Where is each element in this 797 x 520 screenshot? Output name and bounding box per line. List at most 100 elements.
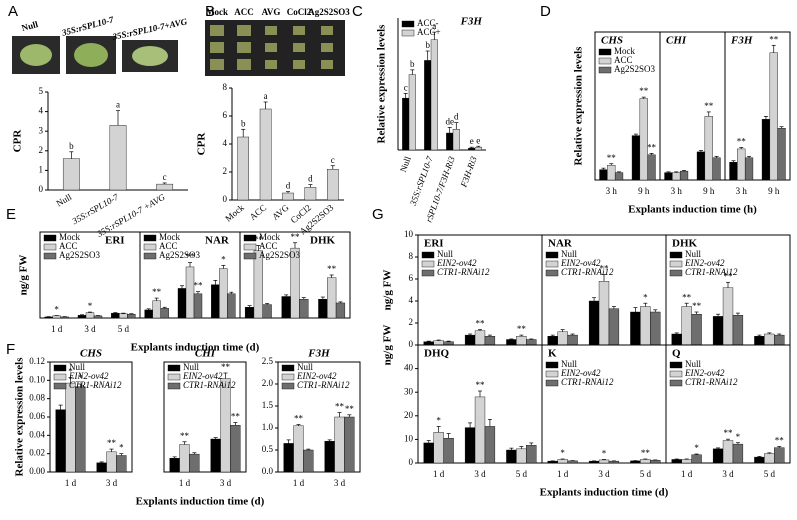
legend-label: ACC- [417, 18, 439, 28]
legend-label: ACC+ [417, 27, 441, 37]
x-tick-label: 3 d [598, 469, 610, 479]
legend-swatch [669, 370, 683, 378]
y-axis-label: CPR [196, 132, 208, 156]
significance-label: ** [476, 380, 486, 390]
y-tick-label: 2.5 [262, 356, 274, 366]
bar [526, 339, 537, 346]
x-tick-label: 3 d [474, 469, 486, 479]
bar [156, 183, 174, 191]
bar [464, 427, 476, 464]
legend-swatch [167, 382, 181, 390]
bar [754, 336, 765, 346]
legend-label: EIN2-ov42 [684, 258, 725, 268]
x-axis-label: Explants induction time (d) [136, 496, 265, 508]
x-tick-label: 3 d [334, 478, 346, 488]
x-tick-label: 1 d [179, 478, 191, 488]
legend-label: Mock [159, 232, 180, 242]
image-label: 35S:rSPL10-7+AVG [111, 16, 189, 42]
bar [732, 315, 744, 346]
significance-label: * [68, 367, 73, 377]
image-label: Null [20, 19, 39, 33]
bar [127, 314, 136, 319]
x-tick-label: 1 d [293, 478, 305, 488]
legend-label: CTR1-RNAi12 [685, 267, 738, 277]
bar [253, 250, 263, 319]
chart-title: F3H [730, 35, 753, 47]
bar [474, 330, 486, 346]
legend-label: EIN2-ov42 [436, 258, 477, 268]
bar [324, 441, 335, 473]
bar [177, 288, 187, 319]
legend-swatch [243, 243, 257, 251]
panel-label: D [540, 3, 551, 20]
legend-label: CTR1-RNAi12 [69, 380, 122, 390]
bar [430, 39, 438, 151]
bar [722, 440, 734, 464]
y-tick-label: 4 [409, 295, 414, 305]
chart-title: K [548, 348, 557, 360]
bar [484, 336, 496, 346]
bar [737, 148, 746, 181]
x-tick-label: AVG [270, 202, 291, 222]
bar [77, 315, 87, 319]
bar [526, 445, 537, 464]
bar [44, 316, 53, 319]
legend-label: CTR1-RNAi12 [561, 267, 614, 277]
bar [744, 157, 754, 181]
y-axis-label: Relative expression levels [573, 46, 585, 166]
bar [614, 172, 624, 181]
x-tick-label: 3 d [106, 478, 118, 488]
bar [598, 459, 610, 464]
legend-swatch [143, 252, 157, 260]
legend-label: EIN2-ov42 [68, 371, 109, 381]
x-tick-label: 1 d [681, 469, 693, 479]
legend-label: ACC [614, 55, 633, 65]
legend-swatch [545, 260, 559, 268]
significance-label: * [119, 443, 124, 453]
y-tick-label: 2 [39, 145, 44, 155]
y-tick-label: 0.10 [29, 374, 45, 384]
y-tick-label: 4 [223, 138, 228, 148]
legend-label: Null [561, 249, 578, 259]
bar [712, 448, 724, 464]
image-label: ACC [234, 7, 254, 17]
legend-label: Mock [614, 46, 635, 56]
bar [647, 154, 656, 181]
bar [220, 378, 231, 473]
bar [219, 268, 228, 319]
bar [640, 306, 651, 346]
bar [65, 382, 76, 473]
bar [691, 314, 702, 346]
y-axis-label: ng/g FW [382, 325, 394, 366]
bar [262, 304, 272, 319]
bar [516, 448, 527, 464]
bar [729, 162, 738, 181]
bar [506, 449, 517, 464]
x-tick-label: 3 d [722, 469, 734, 479]
bar [598, 281, 610, 346]
significance-label: * [436, 415, 441, 425]
plot-frame [277, 361, 361, 473]
bar [630, 460, 641, 464]
legend-swatch [53, 373, 67, 381]
legend-label: Ag2S2SO3 [259, 250, 301, 260]
x-tick-label: 3 d [220, 478, 232, 488]
bar [93, 315, 103, 319]
panel-label: C [352, 3, 363, 20]
bar [468, 147, 476, 151]
significance-label: * [560, 448, 565, 458]
y-tick-label: 10 [404, 433, 414, 443]
x-tick-label: Null [54, 192, 73, 209]
y-tick-label: 40 [404, 363, 414, 373]
chart-title: F3H [460, 16, 483, 28]
significance-label: ** [231, 412, 241, 422]
bar [464, 334, 476, 346]
legend-label: Ag2S2SO3 [614, 64, 656, 74]
bar [774, 447, 785, 464]
x-tick-label: 1 d [51, 324, 63, 334]
bar [109, 125, 127, 191]
bar [408, 74, 416, 151]
bar [433, 432, 444, 464]
photo-b [205, 20, 345, 76]
